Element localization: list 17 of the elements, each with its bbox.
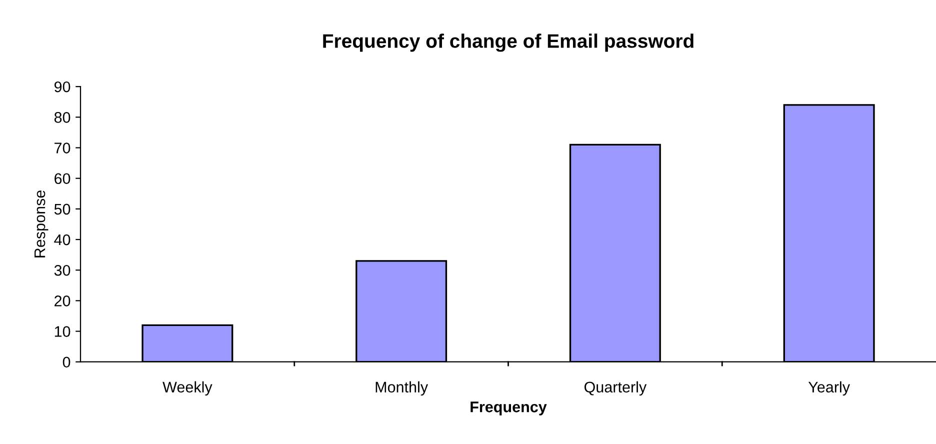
x-tick-label: Quarterly bbox=[584, 381, 647, 396]
y-tick-label: 30 bbox=[54, 264, 70, 276]
y-tick-label: 90 bbox=[54, 81, 70, 92]
y-tick-label: 80 bbox=[54, 112, 70, 123]
y-tick-label: 0 bbox=[62, 356, 70, 368]
chart-title: Frequency of change of Email password bbox=[323, 34, 694, 52]
y-tick-label: 10 bbox=[54, 326, 70, 337]
y-tick-label: 40 bbox=[54, 234, 70, 246]
y-tick-label: 20 bbox=[54, 296, 70, 306]
y-tick-label: 60 bbox=[54, 173, 70, 184]
x-tick-label: Monthly bbox=[376, 381, 428, 396]
x-axis-title: Frequency bbox=[470, 402, 547, 416]
x-tick-label: Weekly bbox=[162, 381, 212, 396]
y-axis-title: Response bbox=[34, 190, 48, 258]
y-tick-label: 70 bbox=[54, 142, 70, 154]
x-tick-label: Yearly bbox=[808, 381, 850, 396]
y-tick-label: 50 bbox=[54, 204, 70, 215]
